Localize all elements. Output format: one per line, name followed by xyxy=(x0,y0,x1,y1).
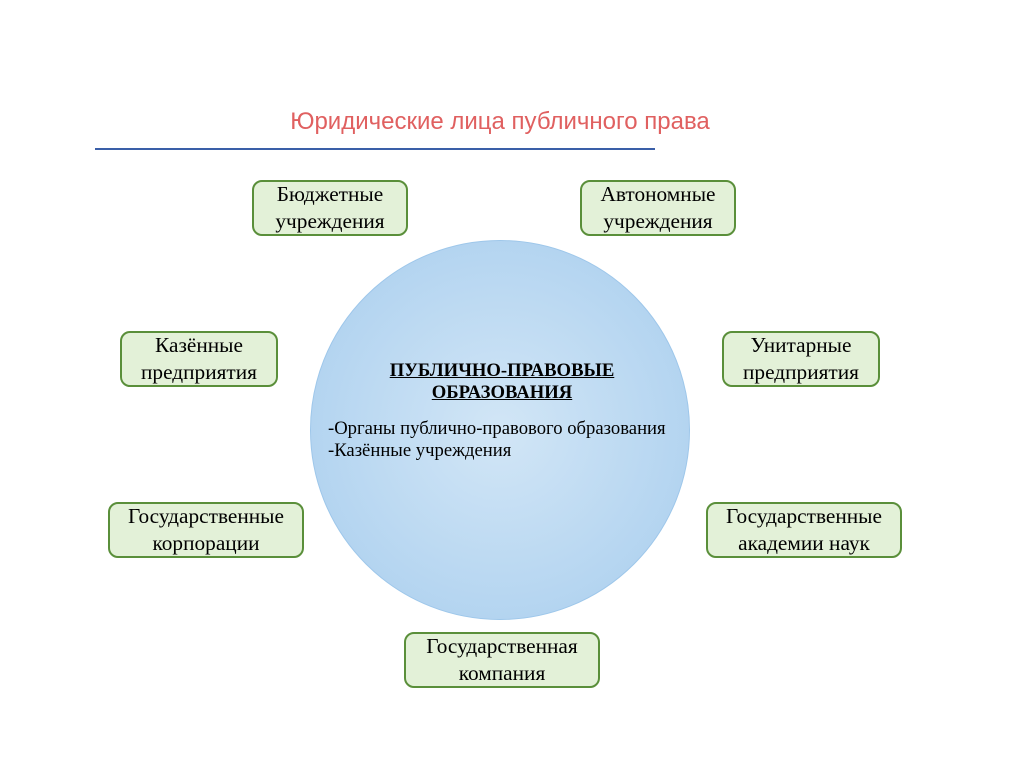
node-treasury: Казённые предприятия xyxy=(120,331,278,387)
node-unitary: Унитарные предприятия xyxy=(722,331,880,387)
center-circle-body: -Органы публично-правового образования -… xyxy=(328,418,688,462)
node-label-line2: компания xyxy=(459,660,546,687)
node-label-line1: Автономные xyxy=(600,181,715,208)
node-corporations: Государственные корпорации xyxy=(108,502,304,558)
node-label-line2: академии наук xyxy=(738,530,870,557)
node-label-line1: Унитарные xyxy=(751,332,852,359)
node-label-line1: Бюджетные xyxy=(277,181,383,208)
node-label-line2: корпорации xyxy=(152,530,259,557)
node-label-line1: Государственные xyxy=(726,503,882,530)
node-company: Государственная компания xyxy=(404,632,600,688)
center-circle-title: ПУБЛИЧНО-ПРАВОВЫЕ ОБРАЗОВАНИЯ xyxy=(342,360,662,404)
node-label-line2: предприятия xyxy=(743,359,859,386)
center-circle-body-line1: -Органы публично-правового образования xyxy=(328,418,688,440)
node-label-line2: предприятия xyxy=(141,359,257,386)
node-label-line1: Казённые xyxy=(155,332,243,359)
node-budget: Бюджетные учреждения xyxy=(252,180,408,236)
node-label-line2: учреждения xyxy=(603,208,712,235)
diagram-title: Юридические лица публичного права xyxy=(280,108,720,136)
diagram-canvas: Юридические лица публичного права ПУБЛИЧ… xyxy=(0,0,1024,767)
node-autonomous: Автономные учреждения xyxy=(580,180,736,236)
title-underline xyxy=(95,148,655,150)
node-label-line2: учреждения xyxy=(275,208,384,235)
node-label-line1: Государственная xyxy=(426,633,577,660)
node-academies: Государственные академии наук xyxy=(706,502,902,558)
node-label-line1: Государственные xyxy=(128,503,284,530)
center-circle-body-line2: -Казённые учреждения xyxy=(328,440,688,462)
